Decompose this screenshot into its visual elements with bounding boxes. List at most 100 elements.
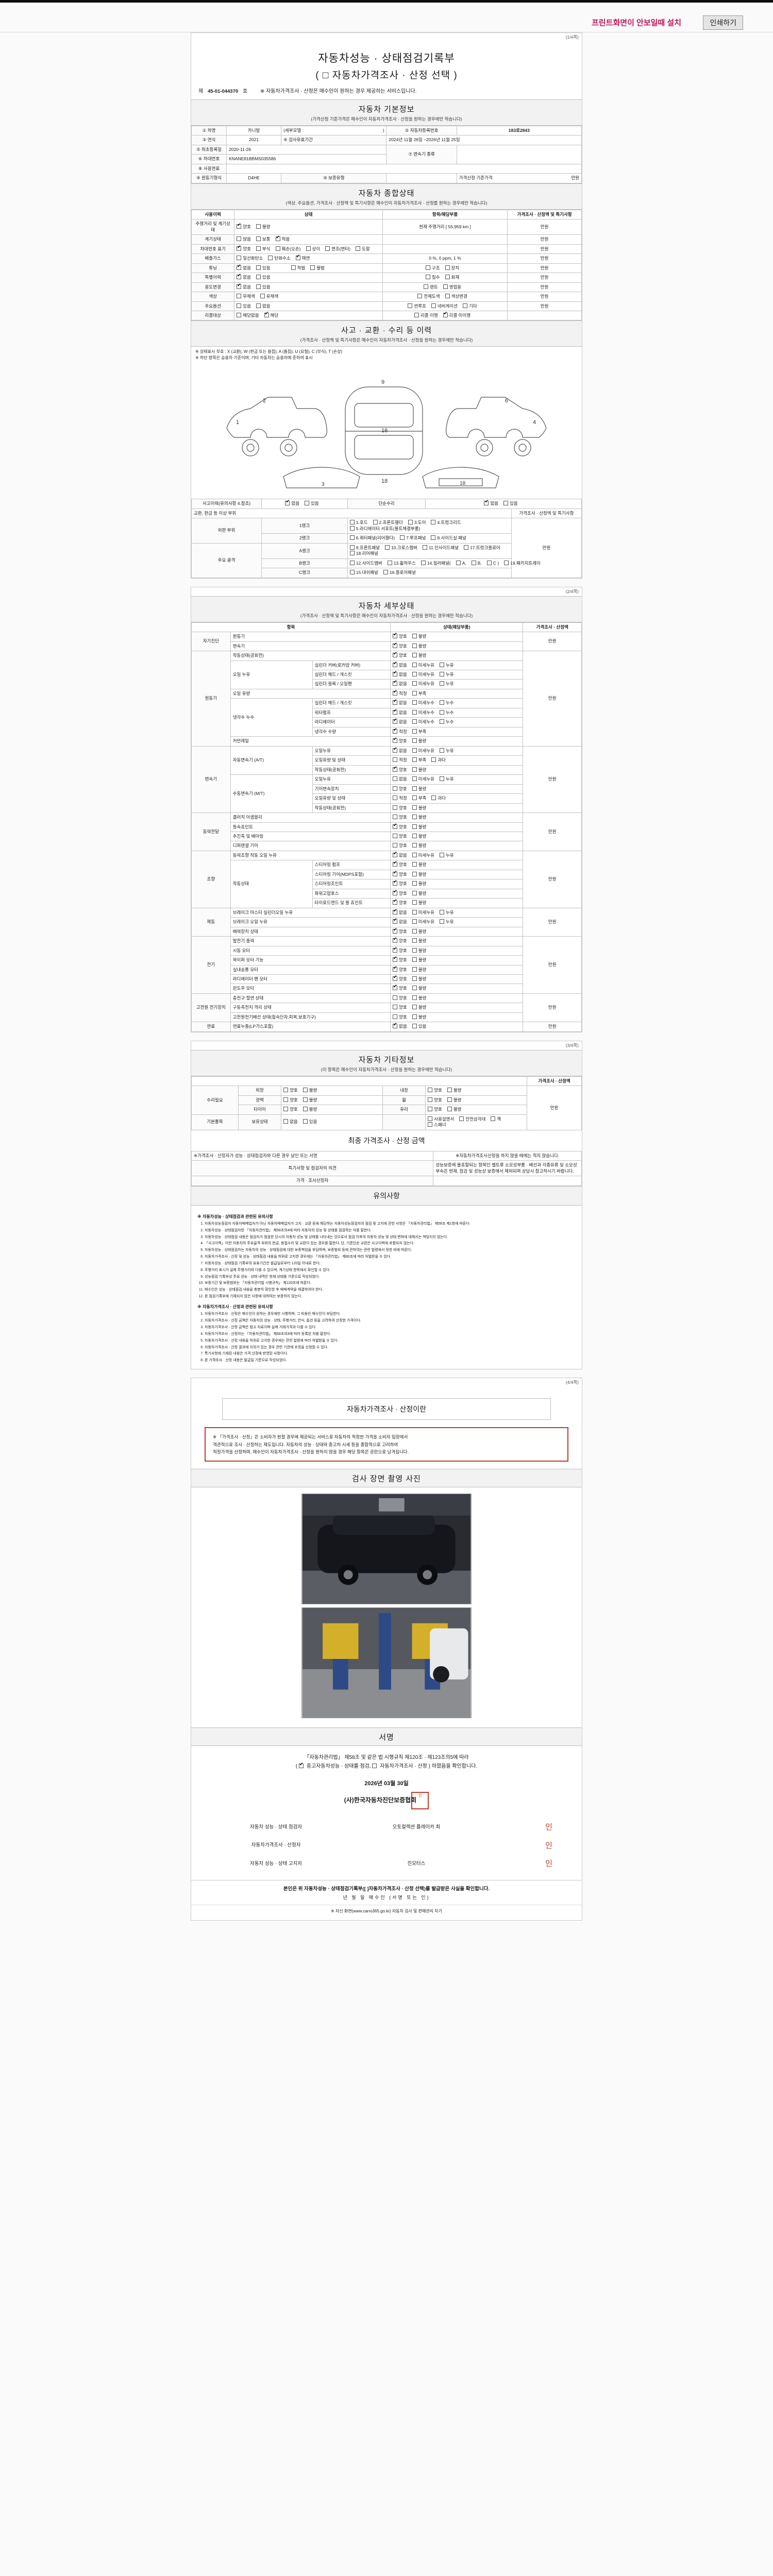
checkbox-icon[interactable] <box>393 689 398 696</box>
checkbox-icon[interactable] <box>445 294 450 299</box>
part-option[interactable]: 11.인사이드패널 <box>422 545 459 551</box>
detail-option[interactable]: 적정 <box>393 795 407 801</box>
detail-option[interactable]: 양호 <box>393 889 407 896</box>
part-option[interactable]: B, <box>471 560 482 566</box>
checkbox-icon[interactable] <box>412 634 417 639</box>
detail-option[interactable]: 양호 <box>393 937 407 944</box>
checkbox-icon[interactable] <box>400 535 405 540</box>
detail-option[interactable]: 없음 <box>393 661 407 668</box>
checkbox-icon[interactable] <box>412 681 417 686</box>
checkbox-icon[interactable] <box>503 501 509 506</box>
checkbox-icon[interactable] <box>412 748 417 753</box>
checkbox-icon[interactable] <box>349 520 355 525</box>
item-option[interactable]: 침수 <box>425 275 440 280</box>
detail-option[interactable]: 미세누유 <box>412 776 434 782</box>
checkbox-icon[interactable] <box>237 312 242 317</box>
checkbox-icon[interactable] <box>393 937 398 943</box>
detail-option[interactable]: 양호 <box>393 737 407 744</box>
other-option[interactable]: 불량 <box>447 1088 461 1093</box>
state-option[interactable]: 있음 <box>256 265 271 271</box>
checkbox-icon[interactable] <box>439 672 444 676</box>
checkbox-icon[interactable] <box>431 535 436 540</box>
detail-option[interactable]: 양호 <box>393 1005 407 1010</box>
row-item[interactable]: 리콜 이행 리콜 미이행 <box>382 310 508 321</box>
detail-option[interactable]: 불량 <box>412 824 426 830</box>
checkbox-icon[interactable] <box>393 860 398 867</box>
part-option[interactable]: 6.쿼터패널(리어휀다) <box>349 535 395 541</box>
detail-option[interactable]: 미세누유 <box>412 909 434 916</box>
detail-option[interactable]: 과다 <box>431 795 446 801</box>
checkbox-icon[interactable] <box>393 661 398 667</box>
detail-option[interactable]: 양호 <box>393 975 407 982</box>
checkbox-icon[interactable] <box>393 737 398 743</box>
detail-state[interactable]: 적정 부족 과다 <box>390 755 524 766</box>
detail-state[interactable]: 양호 불량 <box>390 964 524 975</box>
detail-option[interactable]: 없음 <box>393 1022 407 1029</box>
checkbox-icon[interactable] <box>349 545 355 550</box>
accident-history-options[interactable]: 없음 있음 <box>261 499 348 509</box>
checkbox-icon[interactable] <box>256 265 261 270</box>
checkbox-icon[interactable] <box>237 273 242 280</box>
other-option[interactable]: 불량 <box>447 1097 461 1103</box>
detail-state[interactable]: 없음 미세누유 누유 <box>390 850 524 861</box>
other-opts-2[interactable]: 양호 불량 <box>425 1095 527 1106</box>
detail-option[interactable]: 양호 <box>393 1014 407 1020</box>
detail-option[interactable]: 불량 <box>412 890 426 896</box>
checkbox-icon[interactable] <box>283 1088 289 1093</box>
checkbox-icon[interactable] <box>373 520 378 525</box>
checkbox-icon[interactable] <box>412 738 417 743</box>
detail-option[interactable]: 미세누수 <box>412 700 434 706</box>
checkbox-icon[interactable] <box>412 776 417 782</box>
checkbox-icon[interactable] <box>387 560 392 565</box>
checkbox-icon[interactable] <box>310 265 315 270</box>
fuel-options[interactable] <box>226 163 582 174</box>
row-item[interactable]: 구조 장치 <box>382 263 508 274</box>
checkbox-icon[interactable] <box>412 890 417 895</box>
checkbox-icon[interactable] <box>412 909 417 914</box>
detail-option[interactable]: 누유 <box>439 662 454 668</box>
detail-option[interactable]: 불량 <box>412 634 426 639</box>
state-option[interactable]: 많음 <box>237 236 251 242</box>
checkbox-icon[interactable] <box>237 236 242 242</box>
row-state[interactable]: 양호 부식 훼손(오손) 상이 변조(변타) 도말 <box>234 244 383 255</box>
detail-state[interactable]: 적정 부족 <box>390 726 524 737</box>
rank-items[interactable]: 12.사이드멤버 13.휠하우스 14.필러패널(A, B, C ) 19.패키지트레이 <box>347 558 582 569</box>
checkbox-icon[interactable] <box>504 560 509 565</box>
detail-option[interactable]: 양호 <box>393 870 407 877</box>
detail-option[interactable]: 불량 <box>412 653 426 658</box>
accident-option[interactable]: 없음 <box>285 499 299 506</box>
checkbox-icon[interactable] <box>393 908 398 914</box>
checkbox-icon[interactable] <box>237 256 242 261</box>
checkbox-icon[interactable] <box>412 643 417 648</box>
checkbox-icon[interactable] <box>393 975 398 981</box>
checkbox-icon[interactable] <box>393 651 398 658</box>
checkbox-icon[interactable] <box>303 1119 308 1124</box>
detail-option[interactable]: 불량 <box>412 871 426 877</box>
checkbox-icon[interactable] <box>412 700 417 705</box>
part-option[interactable]: 7.루프패널 <box>400 535 426 541</box>
item-option[interactable]: 렌트 <box>423 284 438 290</box>
other-option[interactable]: 없음 <box>283 1119 298 1125</box>
detail-state[interactable]: 없음 미세누유 누유 <box>390 774 524 785</box>
print-button[interactable]: 인쇄하기 <box>703 15 743 30</box>
checkbox-icon[interactable] <box>412 967 417 972</box>
checkbox-icon[interactable] <box>412 1005 417 1010</box>
detail-option[interactable]: 미세누수 <box>412 719 434 725</box>
item-option[interactable]: 영업용 <box>443 284 461 290</box>
detail-state[interactable]: 없음 미세누유 누유 <box>390 660 524 671</box>
detail-option[interactable]: 양호 <box>393 815 407 820</box>
row-item[interactable]: 현재 주행거리 [ 55,959 km ] <box>382 219 508 235</box>
checkbox-icon[interactable] <box>412 947 417 953</box>
state-option[interactable]: 없음 <box>237 283 251 290</box>
other-option[interactable]: 양호 <box>428 1107 442 1112</box>
checkbox-icon[interactable] <box>412 928 417 934</box>
checkbox-icon[interactable] <box>412 653 417 658</box>
detail-option[interactable]: 누유 <box>439 672 454 677</box>
state-option[interactable]: 무채색 <box>237 294 255 299</box>
state-option[interactable]: 양호 <box>237 223 251 230</box>
other-option[interactable]: 스패너 <box>428 1122 446 1128</box>
detail-option[interactable]: 없음 <box>393 670 407 677</box>
detail-option[interactable]: 불량 <box>412 843 426 849</box>
row-state[interactable]: 양호 불량 <box>234 219 383 235</box>
detail-state[interactable]: 양호 불량 <box>390 926 524 937</box>
